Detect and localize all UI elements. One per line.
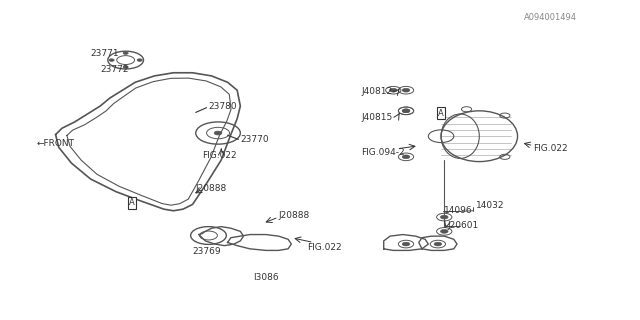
Circle shape — [214, 131, 222, 135]
Circle shape — [123, 52, 128, 54]
Text: A: A — [129, 198, 135, 207]
Text: 14096: 14096 — [444, 206, 473, 215]
Text: J20601: J20601 — [447, 220, 479, 229]
Text: 23770: 23770 — [241, 135, 269, 144]
Circle shape — [402, 109, 410, 113]
Circle shape — [402, 88, 410, 92]
Text: FIG.022: FIG.022 — [534, 144, 568, 153]
Text: 14032: 14032 — [476, 202, 504, 211]
Text: J20888: J20888 — [196, 184, 227, 193]
Circle shape — [109, 59, 114, 61]
Circle shape — [123, 66, 128, 68]
Text: A: A — [438, 108, 444, 117]
Circle shape — [434, 242, 442, 246]
Text: 23772: 23772 — [100, 65, 129, 74]
Text: 23780: 23780 — [209, 101, 237, 111]
Text: J20888: J20888 — [278, 211, 310, 220]
Text: FIG.022: FIG.022 — [202, 151, 237, 160]
Circle shape — [440, 215, 448, 219]
Text: A094001494: A094001494 — [524, 13, 577, 22]
Text: J40815: J40815 — [362, 113, 393, 122]
Text: FIG.094-2: FIG.094-2 — [362, 148, 405, 156]
Circle shape — [402, 242, 410, 246]
Text: 23769: 23769 — [193, 247, 221, 257]
Circle shape — [137, 59, 142, 61]
Circle shape — [402, 155, 410, 159]
Text: FIG.022: FIG.022 — [307, 243, 342, 252]
Circle shape — [440, 229, 448, 233]
Text: I3086: I3086 — [253, 273, 278, 282]
Text: 23771: 23771 — [91, 49, 119, 58]
Circle shape — [390, 88, 397, 92]
Circle shape — [402, 109, 410, 113]
Text: ←FRONT: ←FRONT — [36, 139, 74, 148]
Text: J40812: J40812 — [362, 87, 392, 96]
